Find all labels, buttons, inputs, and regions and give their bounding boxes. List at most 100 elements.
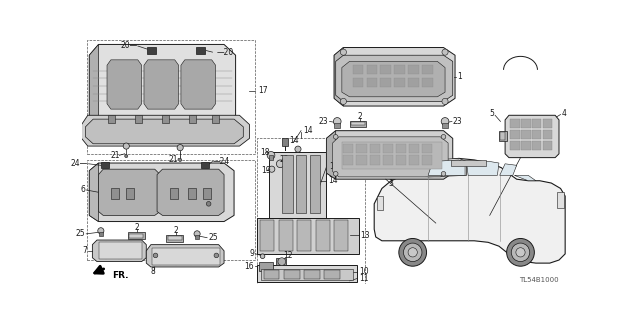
Bar bbox=[499, 131, 507, 141]
Bar bbox=[261, 269, 353, 280]
Text: 1: 1 bbox=[458, 72, 462, 81]
Bar bbox=[276, 258, 287, 265]
Bar bbox=[378, 196, 383, 210]
Bar bbox=[257, 138, 365, 284]
Bar bbox=[442, 123, 448, 128]
Polygon shape bbox=[342, 61, 445, 97]
Polygon shape bbox=[82, 115, 250, 146]
Polygon shape bbox=[374, 159, 565, 263]
Circle shape bbox=[125, 154, 128, 158]
Bar bbox=[422, 65, 433, 74]
Bar bbox=[310, 155, 320, 213]
Bar bbox=[126, 189, 134, 199]
Text: 19: 19 bbox=[261, 166, 271, 175]
Polygon shape bbox=[419, 159, 467, 177]
Polygon shape bbox=[99, 169, 160, 215]
Polygon shape bbox=[92, 240, 147, 262]
Polygon shape bbox=[326, 131, 452, 179]
Circle shape bbox=[333, 118, 341, 125]
Bar bbox=[108, 115, 115, 123]
Bar bbox=[196, 47, 205, 54]
Polygon shape bbox=[147, 245, 224, 267]
Bar bbox=[543, 119, 552, 128]
Text: 4: 4 bbox=[562, 109, 567, 118]
Bar bbox=[557, 192, 564, 208]
Bar bbox=[282, 138, 288, 146]
Bar bbox=[367, 65, 378, 74]
Circle shape bbox=[441, 172, 446, 176]
Polygon shape bbox=[326, 131, 336, 179]
Text: 14: 14 bbox=[303, 126, 313, 135]
Text: 14: 14 bbox=[328, 176, 338, 185]
Polygon shape bbox=[333, 137, 448, 177]
Polygon shape bbox=[500, 164, 516, 175]
Circle shape bbox=[441, 118, 449, 125]
Bar bbox=[152, 248, 220, 265]
Polygon shape bbox=[467, 161, 499, 175]
Circle shape bbox=[408, 248, 417, 257]
Circle shape bbox=[333, 135, 338, 139]
Circle shape bbox=[177, 145, 183, 151]
Text: 9: 9 bbox=[250, 249, 255, 258]
Circle shape bbox=[442, 98, 448, 105]
Bar bbox=[304, 270, 319, 278]
Polygon shape bbox=[428, 160, 465, 175]
Bar bbox=[99, 232, 103, 236]
Circle shape bbox=[295, 146, 301, 152]
Bar bbox=[264, 270, 280, 278]
Polygon shape bbox=[505, 115, 559, 158]
Circle shape bbox=[516, 248, 525, 257]
Polygon shape bbox=[90, 44, 99, 124]
Bar bbox=[99, 242, 141, 259]
Text: —20: —20 bbox=[216, 48, 234, 57]
Circle shape bbox=[507, 239, 534, 266]
Circle shape bbox=[442, 49, 448, 55]
Bar bbox=[87, 40, 255, 154]
Polygon shape bbox=[90, 44, 236, 124]
Bar bbox=[353, 65, 364, 74]
Bar bbox=[269, 155, 273, 160]
Bar bbox=[188, 189, 196, 199]
Bar bbox=[409, 144, 419, 153]
Bar bbox=[532, 141, 541, 150]
Polygon shape bbox=[336, 55, 452, 101]
Bar bbox=[334, 220, 348, 251]
Bar bbox=[521, 141, 531, 150]
Text: —24: —24 bbox=[212, 157, 230, 166]
Bar bbox=[201, 162, 209, 168]
Bar bbox=[396, 144, 406, 153]
Bar bbox=[369, 144, 380, 153]
Bar bbox=[147, 47, 156, 54]
Bar bbox=[356, 155, 367, 165]
Text: 14: 14 bbox=[289, 136, 299, 145]
Text: 10: 10 bbox=[359, 267, 369, 276]
Bar bbox=[380, 65, 391, 74]
Circle shape bbox=[403, 243, 422, 262]
Text: 11: 11 bbox=[359, 274, 368, 283]
Text: 22: 22 bbox=[280, 155, 289, 164]
Bar bbox=[543, 130, 552, 139]
Bar bbox=[380, 78, 391, 87]
Bar bbox=[162, 115, 170, 123]
Bar bbox=[260, 220, 274, 251]
Bar bbox=[543, 141, 552, 150]
Circle shape bbox=[441, 135, 446, 139]
Bar bbox=[316, 220, 330, 251]
Bar bbox=[284, 270, 300, 278]
Circle shape bbox=[399, 239, 427, 266]
Bar bbox=[170, 189, 178, 199]
Text: 2: 2 bbox=[357, 112, 362, 121]
Bar bbox=[296, 155, 307, 213]
Polygon shape bbox=[90, 163, 234, 221]
Text: 5: 5 bbox=[490, 109, 494, 118]
Circle shape bbox=[153, 253, 158, 258]
Circle shape bbox=[269, 166, 275, 172]
Bar bbox=[396, 155, 406, 165]
Polygon shape bbox=[334, 48, 344, 106]
Bar bbox=[422, 144, 432, 153]
Circle shape bbox=[194, 231, 200, 237]
Text: 15: 15 bbox=[330, 162, 339, 171]
Polygon shape bbox=[181, 60, 216, 109]
Text: TL54B1000: TL54B1000 bbox=[520, 277, 559, 283]
Bar bbox=[195, 235, 200, 239]
